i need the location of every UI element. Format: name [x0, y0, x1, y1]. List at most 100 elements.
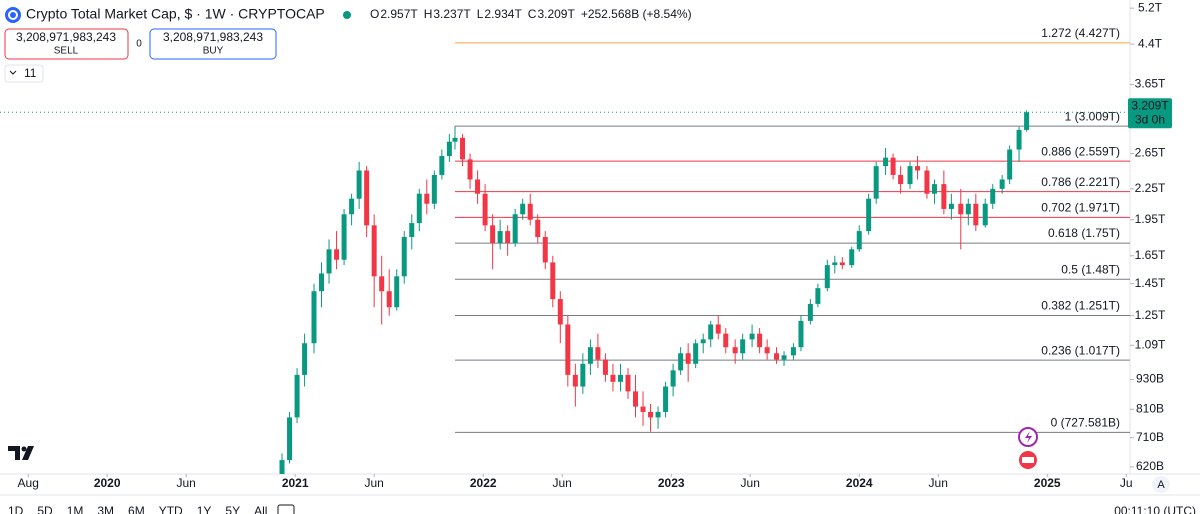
x-tick-label: 2021 — [282, 476, 309, 490]
candle-body — [663, 386, 669, 412]
candle-body — [973, 203, 979, 226]
y-tick-label: 1.09T — [1135, 337, 1166, 351]
fib-label: 0.786 (2.221T) — [1041, 175, 1120, 189]
fib-label: 0.702 (1.971T) — [1041, 201, 1120, 215]
candle-body — [815, 288, 821, 304]
range-button[interactable]: 1D — [8, 504, 24, 514]
symbol-logo-mark — [8, 10, 18, 20]
y-tick-label: 3.65T — [1135, 77, 1166, 91]
candle-body — [379, 276, 385, 292]
x-tick-label: Aug — [18, 476, 39, 490]
candle-body — [915, 166, 921, 171]
candle-body — [958, 203, 964, 215]
chart-title: Crypto Total Market Cap, $ · 1W · CRYPTO… — [26, 6, 325, 22]
fib-label: 1 (3.009T) — [1065, 109, 1120, 123]
candle-body — [1007, 149, 1013, 180]
candle-body — [520, 203, 526, 215]
indicators-toggle[interactable] — [4, 64, 44, 83]
last-price-box — [1128, 98, 1172, 129]
candle-body — [617, 374, 623, 382]
candle-body — [990, 188, 996, 204]
candle-body — [587, 347, 593, 364]
y-tick-label: 710B — [1136, 430, 1164, 444]
sell-button[interactable] — [4, 28, 129, 60]
candle-body — [873, 166, 879, 199]
symbol-logo — [5, 7, 21, 23]
candle-body — [740, 339, 746, 354]
candle-body — [931, 184, 937, 194]
x-tick-label: 2020 — [94, 476, 121, 490]
candle-body — [302, 343, 308, 375]
x-tick-label: 2024 — [846, 476, 873, 490]
y-tick-label: 1.25T — [1135, 308, 1166, 322]
x-tick-label: 2022 — [470, 476, 497, 490]
ohlc-value: 2.957T — [380, 7, 418, 21]
y-tick-label: 1.45T — [1135, 276, 1166, 290]
candle-body — [572, 374, 578, 387]
candle-body — [774, 353, 780, 360]
candle-body — [648, 411, 654, 418]
candle-body — [764, 347, 770, 354]
y-tick-label: 620B — [1136, 459, 1164, 473]
ohlc-value: 3.237T — [433, 7, 471, 21]
fib-label: 0.5 (1.48T) — [1061, 262, 1120, 276]
range-button[interactable]: 1M — [67, 504, 84, 514]
candle-body — [1024, 112, 1030, 130]
fib-label: 1.272 (4.427T) — [1041, 26, 1120, 40]
candle-body — [982, 203, 988, 226]
logo-part — [22, 446, 34, 460]
candle-body — [482, 193, 488, 226]
calendar-icon[interactable] — [277, 504, 295, 514]
candle-body — [941, 184, 947, 209]
fib-label: 0.886 (2.559T) — [1041, 144, 1120, 158]
candle-body — [319, 273, 325, 292]
candle-body — [907, 166, 913, 185]
x-tick-label: Jun — [929, 476, 948, 490]
candle-body — [883, 157, 889, 167]
candle-body — [557, 299, 563, 325]
candle-body — [326, 249, 332, 274]
y-tick-label: 1.65T — [1135, 248, 1166, 262]
range-button[interactable]: 6M — [128, 504, 145, 514]
candle-body — [715, 324, 721, 334]
range-button[interactable]: 3M — [97, 504, 114, 514]
spread: 0 — [136, 39, 142, 50]
candle-body — [898, 174, 904, 185]
candle-body — [535, 219, 541, 237]
x-tick-label: 2023 — [658, 476, 685, 490]
ohlc-value: 3.209T — [537, 7, 575, 21]
x-tick-label: Ju — [1120, 476, 1133, 490]
ohlc-key: H — [424, 7, 433, 21]
candle-body — [999, 179, 1005, 189]
y-tick-label: 4.4T — [1138, 36, 1163, 50]
y-tick-label: 1.95T — [1135, 212, 1166, 226]
candle-body — [625, 374, 631, 392]
candle-body — [693, 343, 699, 364]
candle-body — [757, 333, 763, 348]
candle-body — [371, 225, 377, 277]
fib-label: 0 (727.581B) — [1051, 416, 1120, 430]
indicators-count: 11 — [24, 66, 37, 80]
range-button[interactable]: 5Y — [225, 504, 240, 514]
x-tick-label: Jun — [741, 476, 760, 490]
market-status — [343, 11, 351, 19]
candle-body — [394, 276, 400, 308]
x-tick-label: Jun — [176, 476, 195, 490]
candle-body — [924, 170, 930, 194]
countdown-label: 3d 0h — [1135, 112, 1165, 126]
candle-body — [505, 231, 511, 244]
candle-body — [700, 339, 706, 344]
range-button[interactable]: 5D — [37, 504, 53, 514]
fib-label: 0.618 (1.75T) — [1048, 226, 1120, 240]
range-button[interactable]: YTD — [159, 504, 183, 514]
buy-label: BUY — [203, 46, 224, 57]
auto-scale-button[interactable] — [1152, 476, 1170, 493]
y-tick-label: 5.2T — [1138, 0, 1163, 14]
candle-body — [595, 347, 601, 360]
range-button[interactable]: All — [254, 504, 267, 514]
buy-button[interactable] — [149, 28, 277, 60]
range-button[interactable]: 1Y — [197, 504, 212, 514]
candle-body — [849, 249, 855, 266]
candle-body — [334, 249, 340, 260]
